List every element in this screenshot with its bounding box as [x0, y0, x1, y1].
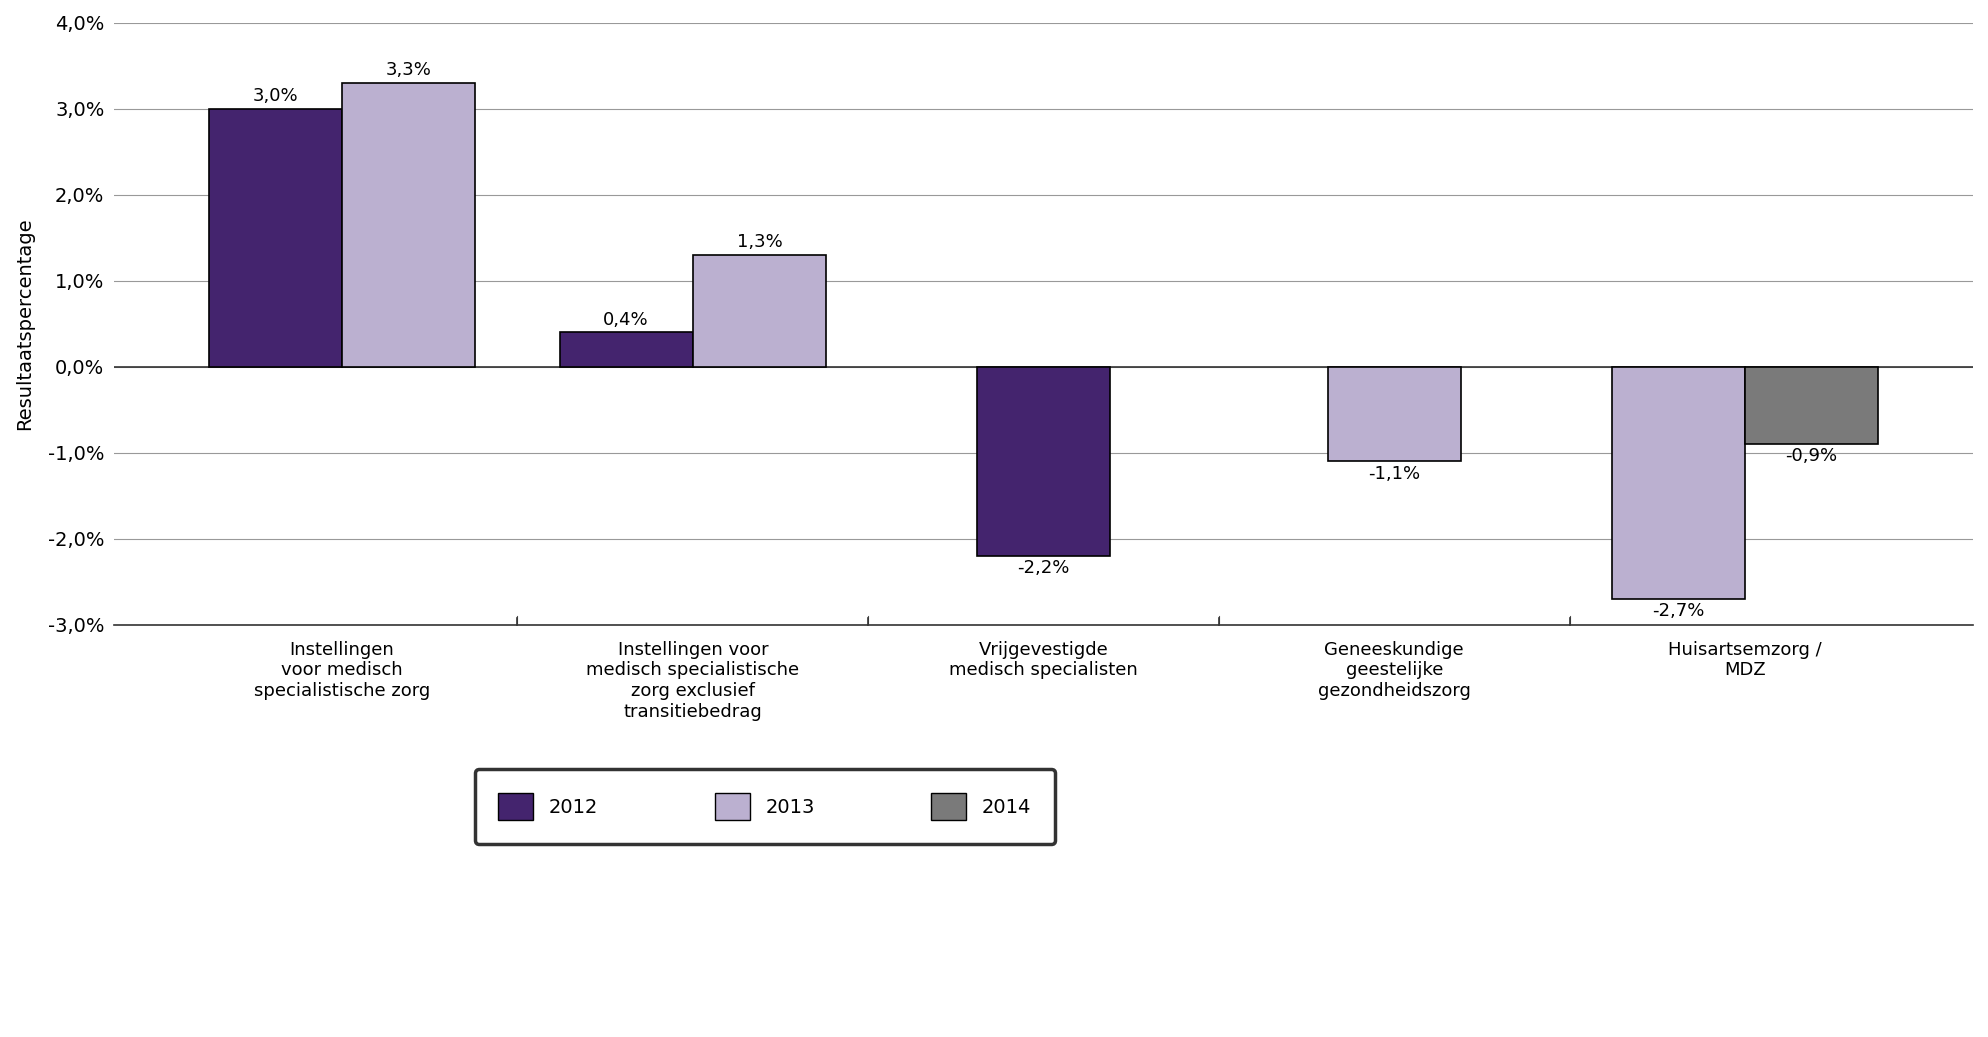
Y-axis label: Resultaatspercentage: Resultaatspercentage: [16, 217, 34, 430]
Text: 3,0%: 3,0%: [252, 87, 298, 105]
Text: 0,4%: 0,4%: [604, 311, 648, 329]
Text: -1,1%: -1,1%: [1368, 465, 1419, 482]
Bar: [1745, 366, 1879, 444]
Bar: [559, 332, 694, 366]
Text: 1,3%: 1,3%: [738, 233, 783, 251]
Text: 3,3%: 3,3%: [386, 61, 431, 79]
Bar: [976, 366, 1109, 556]
Bar: [209, 109, 342, 366]
Text: -2,7%: -2,7%: [1652, 602, 1704, 620]
Bar: [342, 83, 475, 366]
Bar: [694, 255, 827, 366]
Text: -2,2%: -2,2%: [1018, 559, 1070, 578]
Bar: [1328, 366, 1461, 461]
Bar: [1612, 366, 1745, 598]
Text: -0,9%: -0,9%: [1785, 447, 1837, 466]
Legend: 2012, 2013, 2014: 2012, 2013, 2014: [475, 769, 1054, 844]
